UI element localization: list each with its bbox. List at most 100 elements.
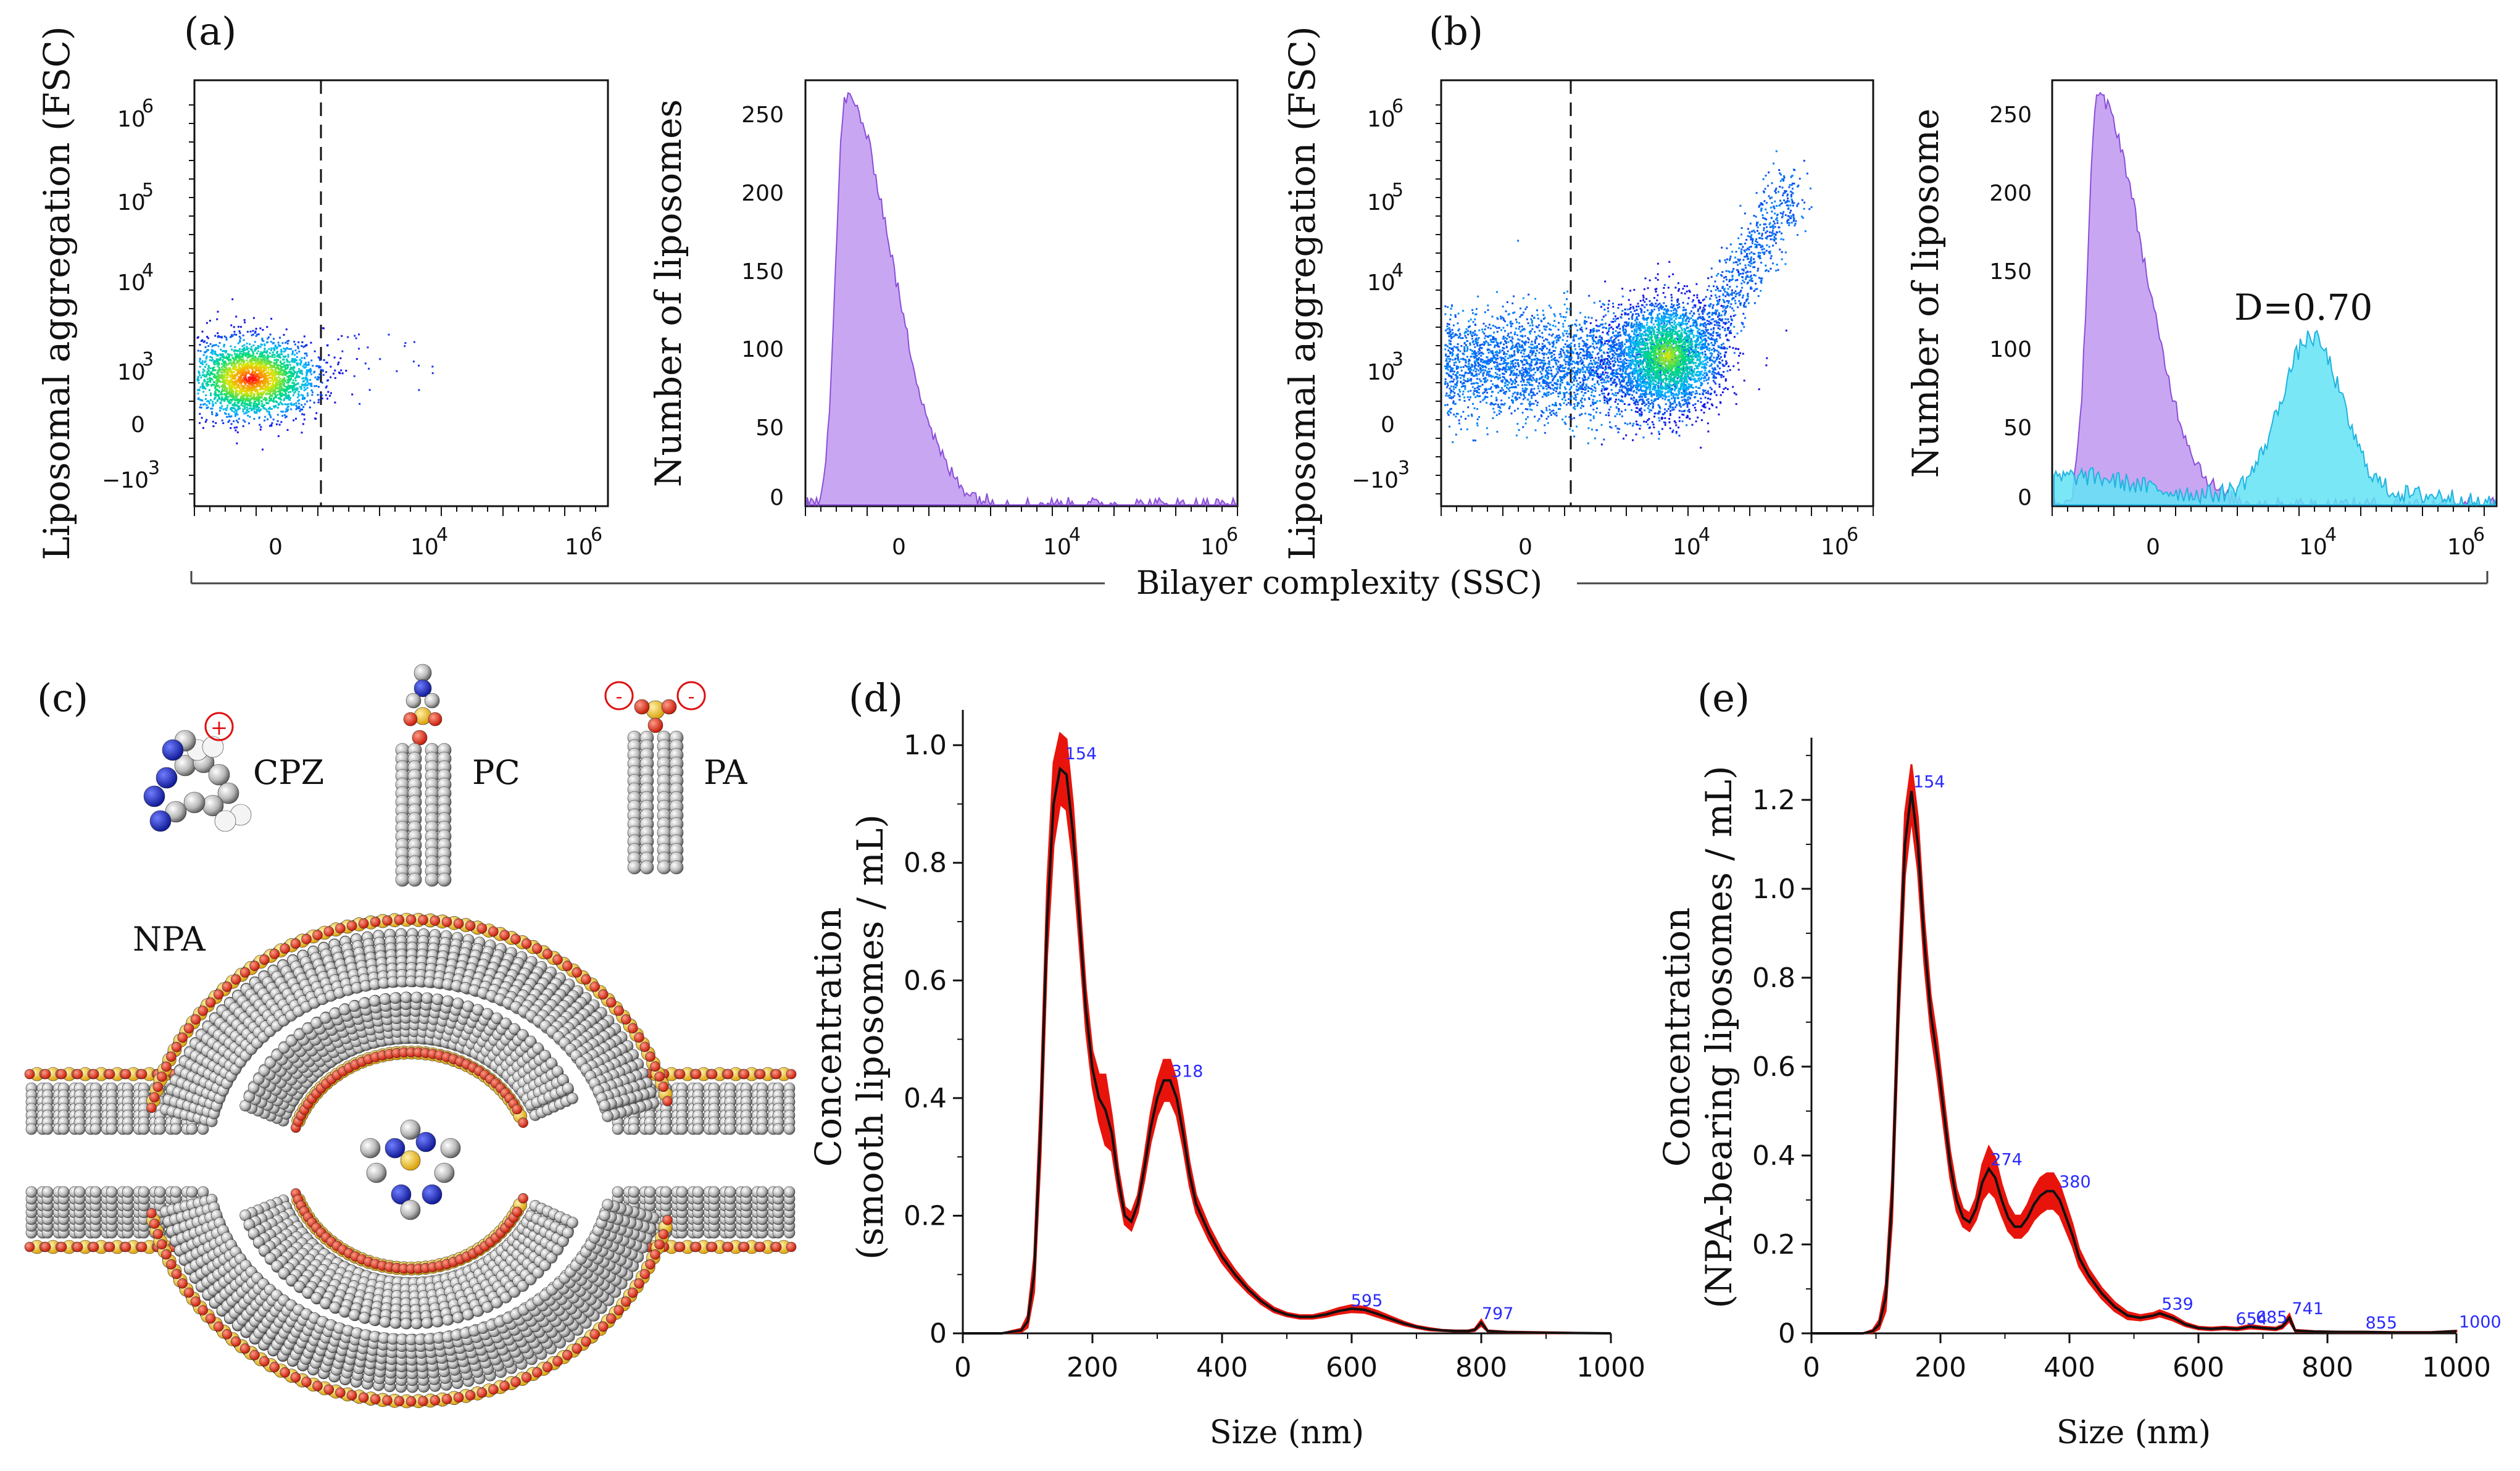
scatter-point (293, 365, 295, 368)
scatter-point (241, 374, 244, 377)
scatter-point (1689, 352, 1691, 354)
scatter-point (265, 357, 268, 360)
scatter-point (217, 369, 219, 372)
scatter-point (1472, 340, 1474, 343)
scatter-point (1556, 335, 1558, 337)
scatter-point (238, 358, 241, 360)
scatter-point (221, 388, 223, 391)
scatter-point (1549, 351, 1552, 354)
scatter-point (1635, 380, 1637, 382)
scatter-point (245, 378, 247, 380)
scatter-point (252, 359, 254, 361)
x-tick-labels: 0 10 4 10 6 (268, 524, 602, 560)
scatter-point (225, 363, 227, 365)
scatter-point (260, 387, 263, 390)
scatter-point (279, 383, 281, 386)
scatter-point (273, 366, 275, 368)
x-tick-label: 10 (1043, 535, 1071, 560)
scatter-point (277, 354, 280, 356)
scatter-point (1466, 396, 1469, 398)
scatter-point (1563, 303, 1566, 306)
scatter-point (1553, 389, 1555, 391)
scatter-point (230, 407, 232, 410)
scatter-point (1582, 374, 1585, 377)
scatter-point (1640, 414, 1642, 417)
scatter-point (1539, 330, 1541, 332)
scatter-point (1529, 349, 1532, 352)
scatter-point (1528, 365, 1531, 367)
scatter-point (295, 408, 297, 410)
scatter-point (1634, 376, 1636, 378)
scatter-point (306, 372, 308, 374)
scatter-point (1533, 388, 1536, 390)
scatter-point (340, 369, 343, 372)
scatter-point (236, 431, 239, 433)
scatter-point (262, 404, 264, 407)
scatter-point (1618, 428, 1620, 430)
scatter-point (1676, 370, 1678, 373)
scatter-point (1503, 362, 1505, 364)
scatter-point (270, 370, 273, 373)
scatter-point (241, 402, 243, 404)
scatter-point (1494, 351, 1497, 354)
scatter-point (1468, 365, 1470, 367)
scatter-point (247, 400, 250, 402)
scatter-point (304, 385, 307, 386)
scatter-point (1507, 350, 1509, 352)
scatter-point (212, 402, 214, 405)
scatter-point (1482, 392, 1484, 394)
y-tick-label: 10 (117, 190, 146, 215)
scatter-point (298, 407, 301, 409)
scatter-point (251, 357, 254, 359)
scatter-point (259, 385, 262, 388)
scatter-point (267, 390, 269, 392)
scatter-point (1610, 389, 1613, 391)
scatter-point (1584, 386, 1586, 388)
scatter-point (256, 373, 258, 376)
scatter-point (277, 364, 280, 367)
scatter-point (286, 375, 289, 378)
scatter-point (259, 366, 261, 369)
scatter-point (286, 364, 289, 366)
scatter-point (1533, 378, 1536, 381)
scatter-point (1466, 348, 1469, 351)
scatter-point (1451, 370, 1453, 372)
scatter-point (304, 388, 307, 391)
scatter-point (1448, 323, 1450, 326)
scatter-point (227, 400, 229, 402)
scatter-point (210, 385, 213, 387)
scatter-point (216, 378, 218, 380)
scatter-point (241, 373, 243, 375)
scatter-point (274, 391, 277, 393)
scatter-point (1532, 391, 1534, 394)
scatter-point (256, 406, 258, 408)
scatter-point (310, 341, 312, 344)
scatter-point (277, 414, 279, 416)
scatter-point (1458, 335, 1461, 338)
scatter-point (289, 364, 291, 366)
scatter-point (1594, 437, 1596, 440)
scatter-point (1560, 378, 1562, 380)
scatter-point (1521, 369, 1523, 372)
scatter-point (1684, 384, 1687, 386)
scatter-point (263, 377, 265, 380)
scatter-point (262, 385, 264, 388)
scatter-point (270, 349, 272, 351)
scatter-point (1551, 355, 1553, 357)
scatter-point (1500, 380, 1503, 382)
scatter-point (207, 366, 210, 368)
scatter-point (1640, 335, 1642, 338)
scatter-point (275, 396, 277, 398)
scatter-point (1524, 348, 1526, 351)
scatter-point (293, 385, 294, 387)
scatter-point (233, 385, 236, 387)
scatter-point (1449, 412, 1452, 414)
scatter-point (1468, 359, 1470, 361)
scatter-point (275, 367, 278, 369)
scatter-point (1523, 369, 1525, 371)
scatter-point (1518, 349, 1521, 351)
scatter-point (1510, 320, 1512, 323)
scatter-point (240, 377, 243, 379)
scatter-point (1449, 387, 1451, 390)
scatter-point (218, 391, 220, 393)
